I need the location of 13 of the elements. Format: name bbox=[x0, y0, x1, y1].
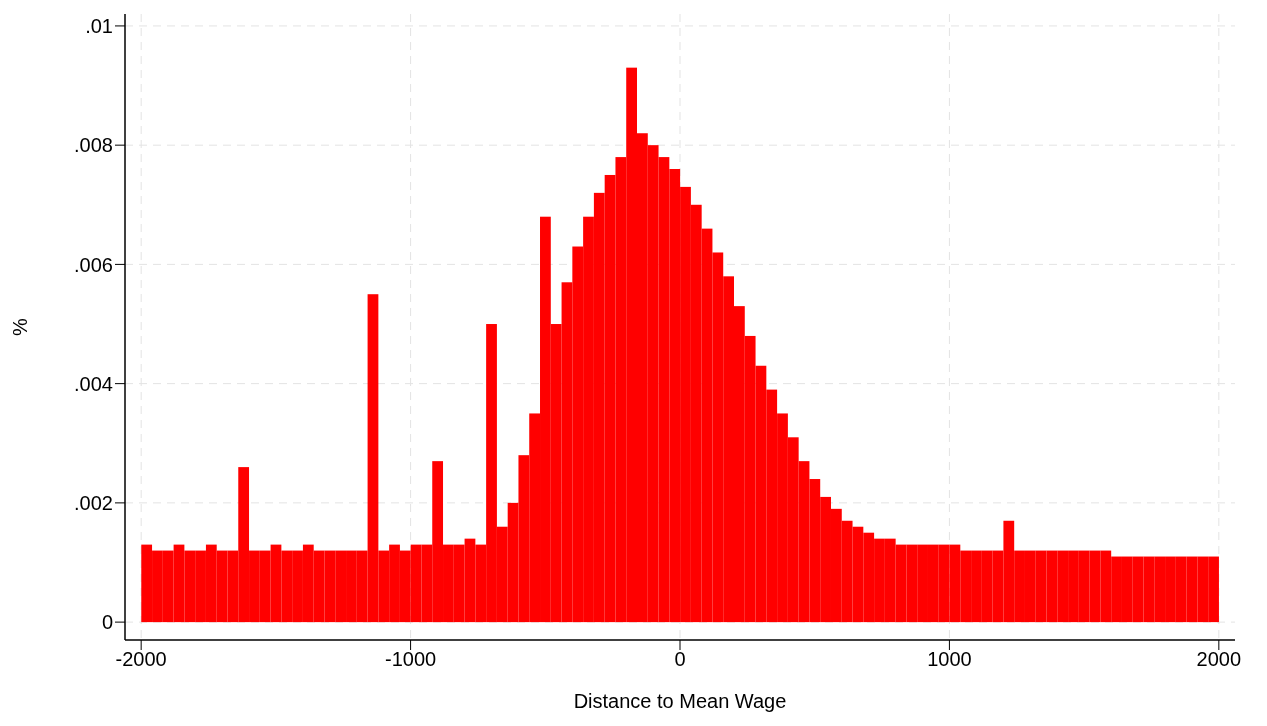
y-tick-label: 0 bbox=[101, 611, 113, 634]
y-tick-label: .002 bbox=[74, 491, 113, 514]
x-axis-title: Distance to Mean Wage bbox=[573, 690, 787, 712]
x-tick-label: 2000 bbox=[1196, 648, 1242, 671]
x-tick-label: -1000 bbox=[385, 648, 437, 671]
y-tick-label: .006 bbox=[74, 253, 113, 276]
y-tick-label: .01 bbox=[85, 15, 113, 38]
x-tick-label: 1000 bbox=[927, 648, 972, 671]
y-tick-label: .008 bbox=[74, 134, 113, 157]
y-tick-label: .004 bbox=[74, 372, 113, 395]
x-tick-label: -2000 bbox=[115, 648, 167, 671]
y-axis-title: % bbox=[9, 317, 32, 336]
x-tick-label: 0 bbox=[674, 648, 686, 671]
